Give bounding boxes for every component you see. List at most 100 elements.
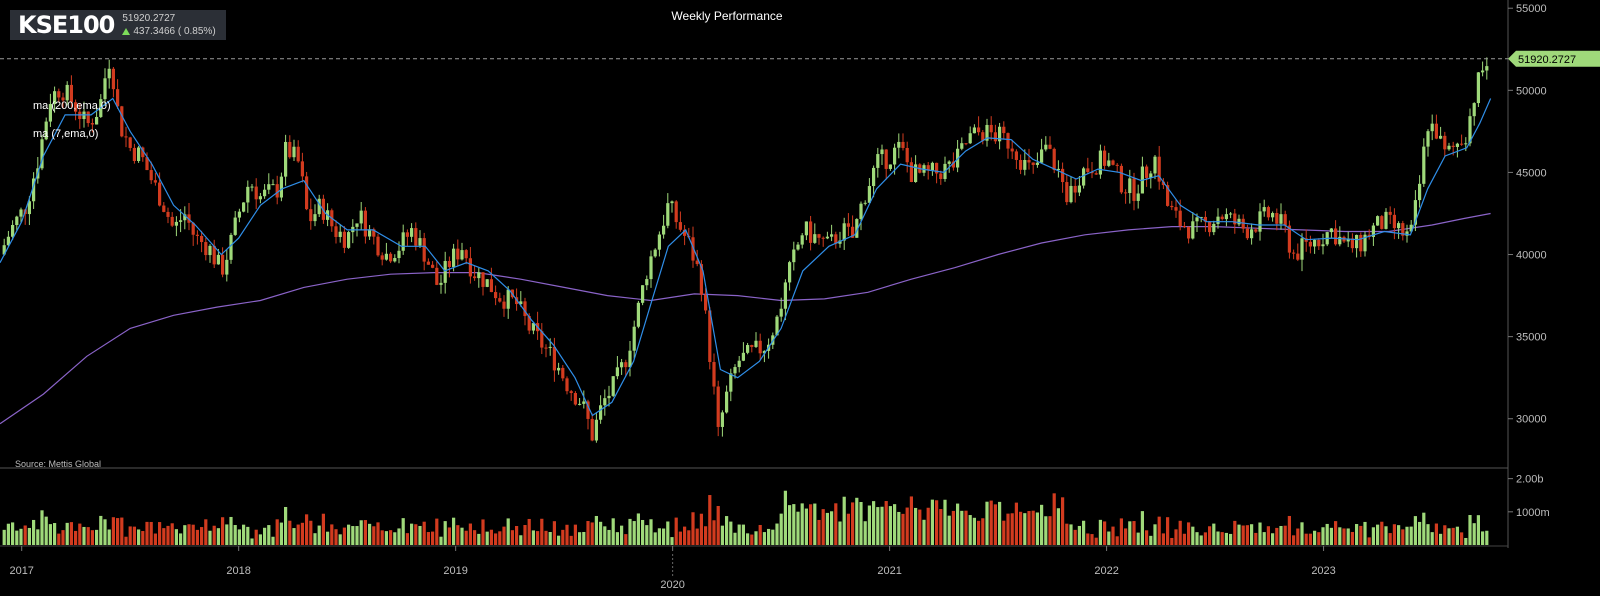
- ema200-line: [0, 212, 1491, 425]
- volume-bar: [204, 519, 208, 545]
- candle-body: [1002, 126, 1006, 134]
- candle-body: [200, 235, 204, 243]
- candle-body: [804, 221, 808, 236]
- candle-body: [641, 285, 645, 303]
- candle-body: [800, 235, 804, 245]
- volume-bar: [1296, 528, 1300, 545]
- volume-bar: [502, 526, 506, 545]
- volume-bar: [1275, 527, 1279, 545]
- volume-bar: [405, 533, 409, 545]
- candle-body: [166, 211, 170, 217]
- volume-bar: [977, 520, 981, 545]
- volume-bar: [1098, 519, 1102, 545]
- volume-bar: [242, 524, 246, 545]
- volume-bar: [1056, 508, 1060, 545]
- candle-body: [590, 418, 594, 441]
- candle-body: [636, 302, 640, 327]
- candle-body: [1145, 166, 1149, 178]
- volume-bar: [796, 511, 800, 545]
- volume-bar: [1460, 532, 1464, 545]
- candle-body: [1443, 135, 1447, 150]
- candle-body: [250, 186, 254, 188]
- candle-body: [523, 301, 527, 317]
- volume-bar: [99, 515, 103, 545]
- volume-bar: [288, 520, 292, 545]
- candle-body: [1481, 70, 1485, 73]
- candle-body: [137, 147, 141, 161]
- candle-body: [498, 298, 502, 302]
- volume-bar: [1245, 525, 1249, 545]
- volume-bar: [485, 531, 489, 545]
- chart-grid: [0, 0, 1509, 548]
- volume-bar: [1132, 521, 1136, 545]
- candle-body: [1132, 178, 1136, 201]
- candle-body: [132, 147, 136, 161]
- volume-bar: [363, 520, 367, 545]
- volume-bar: [48, 524, 52, 545]
- volume-bar: [1224, 532, 1228, 545]
- candle-body: [1166, 185, 1170, 206]
- candle-body: [95, 116, 99, 125]
- volume-bar: [712, 520, 716, 545]
- candle-body: [1292, 252, 1296, 254]
- volume-bar: [834, 503, 838, 545]
- volume-bar: [389, 530, 393, 545]
- candle-body: [905, 147, 909, 163]
- candle-body: [128, 137, 132, 148]
- volume-bar: [800, 503, 804, 545]
- candle-body: [1229, 213, 1233, 215]
- volume-bar: [1094, 537, 1098, 545]
- volume-bar: [645, 525, 649, 545]
- candle-body: [414, 228, 418, 246]
- volume-bar: [347, 524, 351, 545]
- candle-body: [880, 149, 884, 155]
- candle-body: [2, 245, 6, 255]
- candle-body: [1061, 168, 1065, 183]
- candle-body: [275, 184, 279, 198]
- candle-body: [435, 267, 439, 285]
- candle-body: [225, 259, 229, 275]
- candle-body: [363, 210, 367, 237]
- candle-body: [1405, 231, 1409, 236]
- candle-body: [1044, 144, 1048, 150]
- candle-body: [1233, 213, 1237, 225]
- candle-body: [1376, 216, 1380, 226]
- candle-body: [914, 164, 918, 182]
- candle-body: [729, 373, 733, 392]
- volume-bar: [1338, 527, 1342, 545]
- volume-bar: [1384, 526, 1388, 545]
- volume-bar: [237, 529, 241, 545]
- candle-body: [1077, 185, 1081, 193]
- candle-body: [998, 126, 1002, 142]
- price-tick-label: 40000: [1516, 250, 1547, 262]
- volume-bar: [754, 531, 758, 545]
- candle-body: [1418, 183, 1422, 201]
- volume-bar: [1439, 533, 1443, 545]
- volume-bar: [1166, 517, 1170, 545]
- candle-body: [519, 301, 523, 305]
- candle-body: [720, 412, 724, 427]
- candle-body: [426, 261, 430, 265]
- candle-body: [1090, 171, 1094, 174]
- ema7-line: [0, 97, 1492, 417]
- candle-body: [460, 250, 464, 260]
- volume-bar: [456, 525, 460, 545]
- volume-bar: [1451, 527, 1455, 545]
- volume-bar: [678, 531, 682, 545]
- volume-bar: [27, 527, 31, 545]
- volume-bar: [95, 529, 99, 545]
- volume-bar: [1262, 532, 1266, 545]
- candle-body: [712, 362, 716, 387]
- candle-body: [1363, 234, 1367, 252]
- candle-body: [170, 216, 174, 226]
- candle-body: [783, 282, 787, 309]
- volume-bar: [250, 538, 254, 545]
- volume-bar: [44, 516, 48, 545]
- candle-body: [725, 391, 729, 413]
- volume-bar: [200, 527, 204, 545]
- candle-body: [481, 272, 485, 287]
- candle-body: [972, 127, 976, 134]
- volume-bar: [275, 519, 279, 545]
- volume-bar: [552, 521, 556, 545]
